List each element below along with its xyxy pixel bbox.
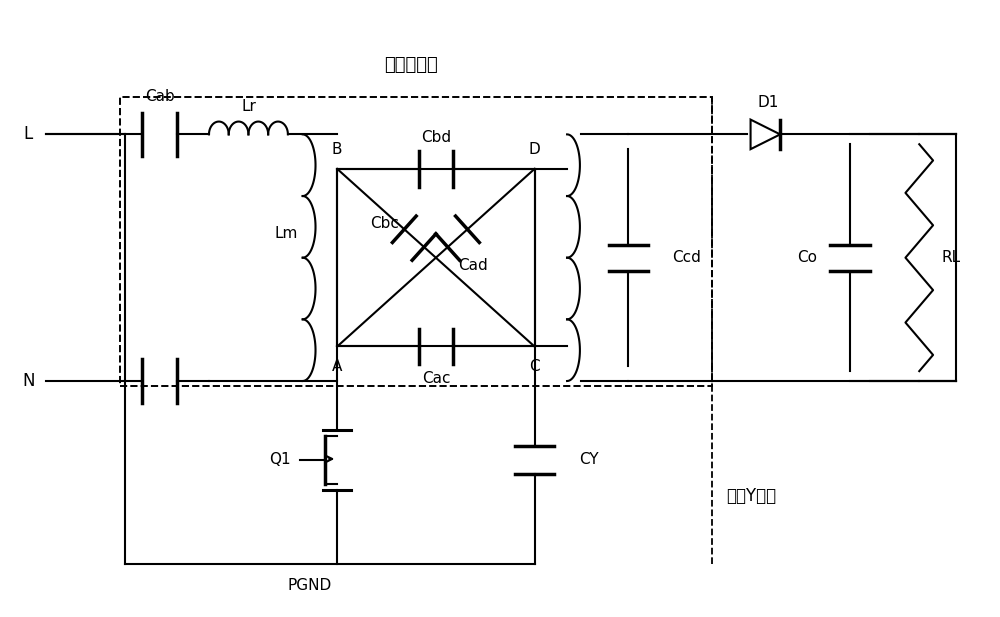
Text: Cbd: Cbd <box>421 130 451 145</box>
Text: N: N <box>22 372 35 390</box>
Text: Cab: Cab <box>145 89 175 104</box>
Text: Cbc: Cbc <box>370 216 399 231</box>
Text: Cac: Cac <box>422 371 450 386</box>
Text: L: L <box>24 125 33 143</box>
Text: Lm: Lm <box>274 226 298 241</box>
Text: RL: RL <box>941 251 960 265</box>
Text: Ccd: Ccd <box>672 251 701 265</box>
Text: PGND: PGND <box>288 578 332 593</box>
Bar <box>120 97 712 386</box>
Bar <box>337 169 535 347</box>
Text: D: D <box>529 142 540 157</box>
Text: Cad: Cad <box>458 258 488 273</box>
Text: 平面变压器: 平面变压器 <box>384 56 438 74</box>
Text: Q1: Q1 <box>269 452 291 468</box>
Text: Lr: Lr <box>241 99 256 114</box>
Text: D1: D1 <box>758 95 779 110</box>
Text: Co: Co <box>797 251 817 265</box>
Polygon shape <box>751 120 780 149</box>
Text: C: C <box>529 358 540 374</box>
Text: B: B <box>332 142 342 157</box>
Text: A: A <box>332 358 342 374</box>
Text: CY: CY <box>579 452 599 468</box>
Text: 分立Y电容: 分立Y电容 <box>726 487 777 505</box>
